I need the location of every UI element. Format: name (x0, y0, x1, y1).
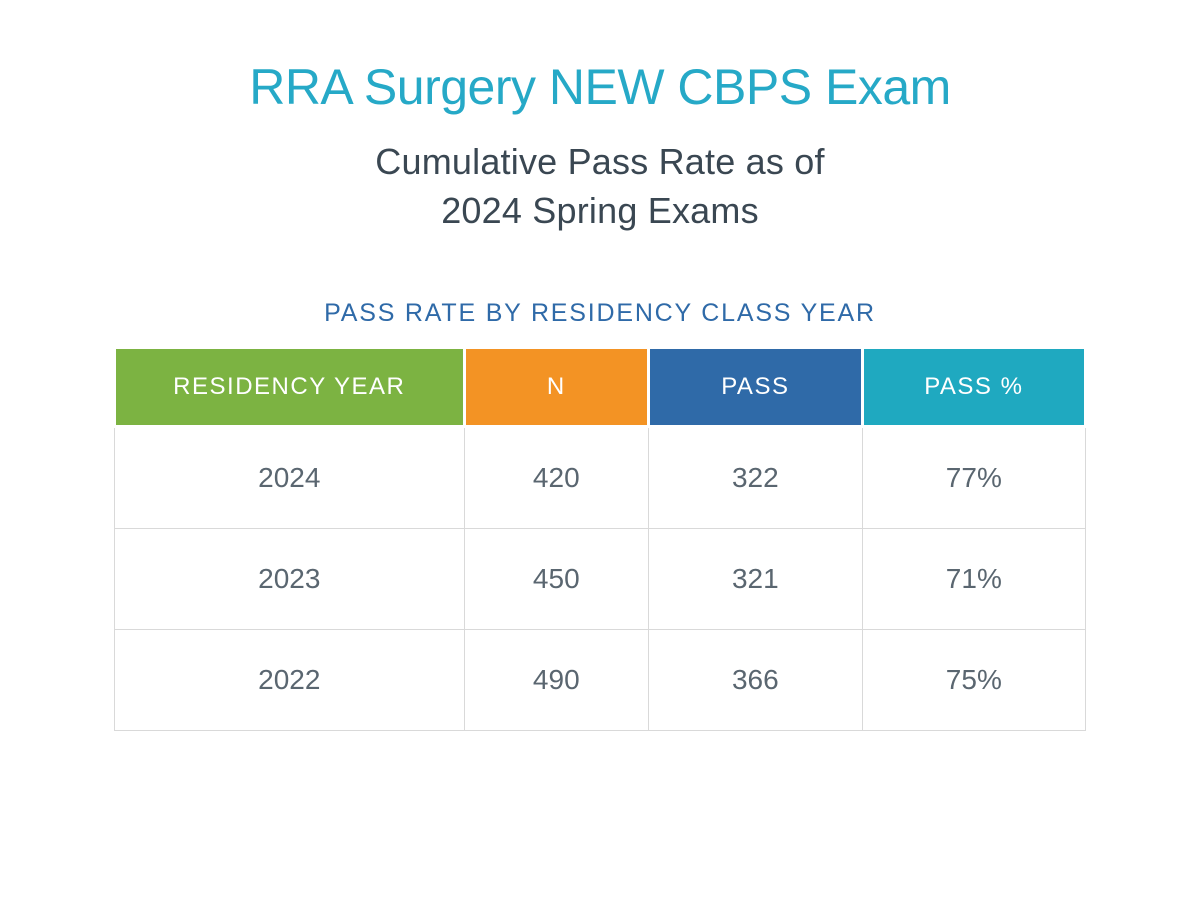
table-row: 2022 490 366 75% (115, 630, 1086, 731)
cell-pass: 366 (649, 630, 863, 731)
cell-n: 420 (464, 427, 648, 529)
pass-rate-table-container: RESIDENCY YEAR N PASS PASS % 2024 420 32… (113, 346, 1087, 731)
cell-pass-pct: 75% (862, 630, 1085, 731)
table-row: 2023 450 321 71% (115, 529, 1086, 630)
section-label: PASS RATE BY RESIDENCY CLASS YEAR (324, 299, 876, 328)
subtitle-line-1: Cumulative Pass Rate as of (375, 141, 824, 182)
col-header-pass-pct: PASS % (862, 348, 1085, 427)
pass-rate-table: RESIDENCY YEAR N PASS PASS % 2024 420 32… (113, 346, 1087, 731)
subtitle: Cumulative Pass Rate as of 2024 Spring E… (375, 138, 824, 235)
col-header-pass: PASS (649, 348, 863, 427)
subtitle-line-2: 2024 Spring Exams (441, 190, 759, 231)
cell-n: 450 (464, 529, 648, 630)
page-title: RRA Surgery NEW CBPS Exam (249, 58, 951, 116)
col-header-n: N (464, 348, 648, 427)
cell-n: 490 (464, 630, 648, 731)
cell-year: 2023 (115, 529, 465, 630)
cell-pass-pct: 71% (862, 529, 1085, 630)
table-header-row: RESIDENCY YEAR N PASS PASS % (115, 348, 1086, 427)
col-header-residency-year: RESIDENCY YEAR (115, 348, 465, 427)
cell-pass: 321 (649, 529, 863, 630)
cell-year: 2022 (115, 630, 465, 731)
cell-year: 2024 (115, 427, 465, 529)
cell-pass: 322 (649, 427, 863, 529)
cell-pass-pct: 77% (862, 427, 1085, 529)
table-row: 2024 420 322 77% (115, 427, 1086, 529)
